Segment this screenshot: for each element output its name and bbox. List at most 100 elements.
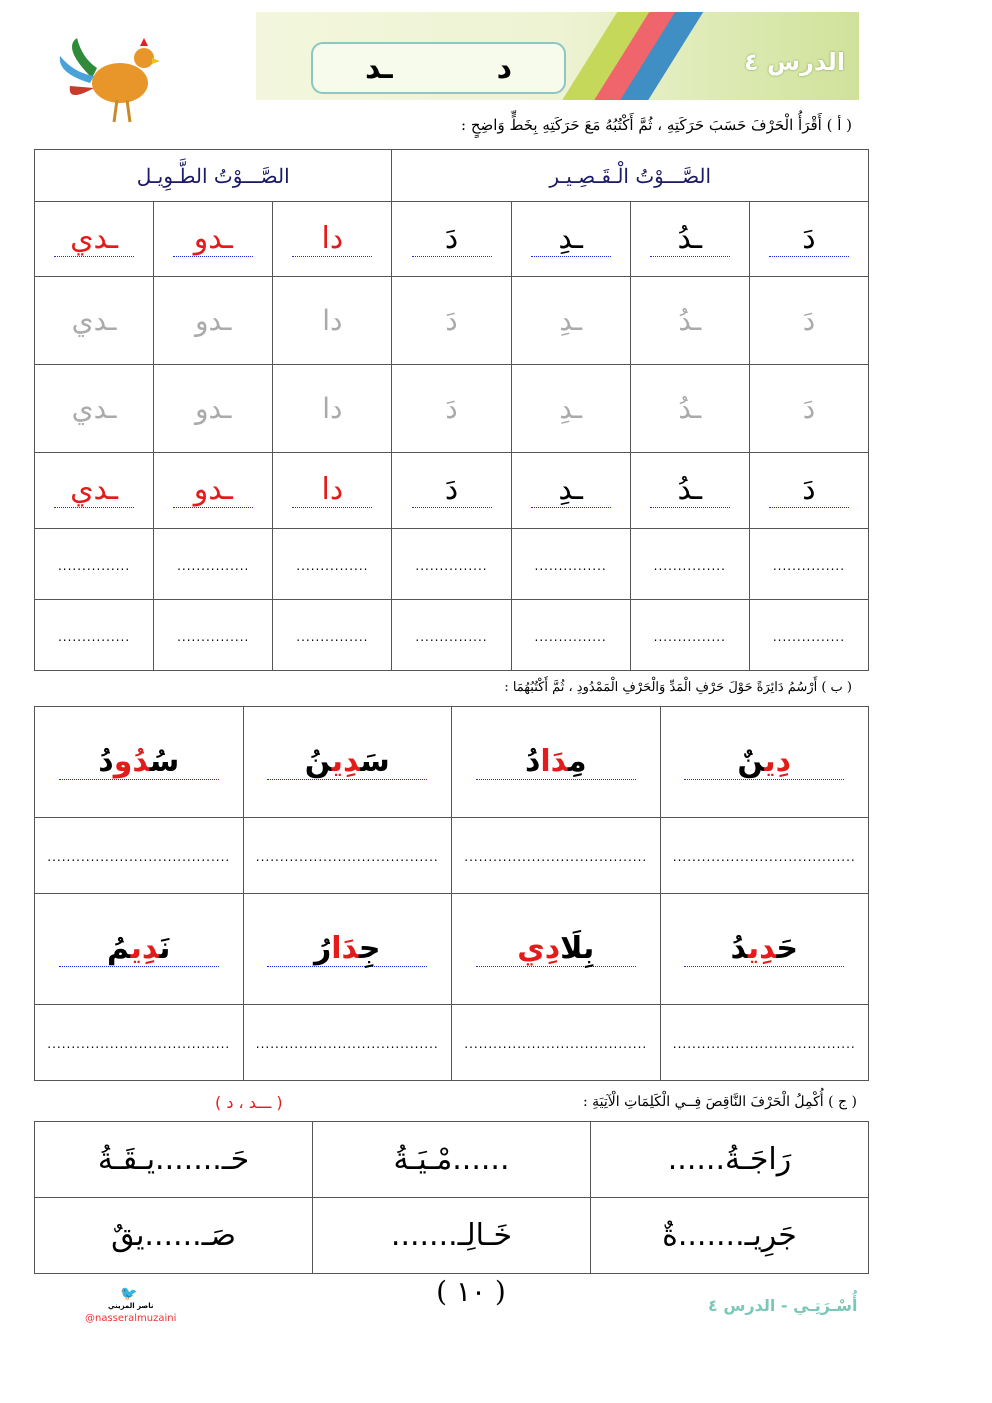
- letter: ـدُ: [649, 473, 730, 508]
- letter: ـدو: [173, 221, 254, 257]
- writing-cell[interactable]: ......................................: [659, 817, 869, 894]
- word-part: سُ: [149, 743, 180, 779]
- trace-letter: دَ: [445, 304, 458, 337]
- word-part: مُ: [107, 930, 131, 966]
- writing-line: ......................................: [47, 850, 231, 864]
- cell[interactable]: ...............: [629, 528, 750, 600]
- trace-letter: ـدو: [195, 392, 232, 425]
- word-cell: بِلَادِي: [451, 893, 661, 1005]
- cell[interactable]: دا: [272, 276, 393, 365]
- cell[interactable]: ـدُ: [629, 364, 750, 453]
- writing-line: ...............: [177, 558, 250, 573]
- cell[interactable]: ...............: [153, 528, 274, 600]
- word-part: دِي: [747, 930, 777, 966]
- word-cell: سَدِينُ: [242, 706, 452, 818]
- table-row: حَدِيدُ بِلَادِي جِدَارُ نَدِيمُ: [34, 893, 869, 1005]
- word-cell[interactable]: صَـ......يقٌ: [34, 1197, 313, 1274]
- cell[interactable]: ...............: [748, 528, 870, 600]
- letter: دَ: [411, 221, 492, 257]
- trace-letter: ـدي: [71, 392, 117, 425]
- writing-line: ...............: [772, 558, 846, 573]
- word: بِلَادِي: [475, 930, 636, 967]
- writing-line: ...............: [415, 629, 488, 644]
- author-name: ناصر المزيني: [108, 1302, 154, 1310]
- word-cell: نَدِيمُ: [34, 893, 244, 1005]
- cell[interactable]: ...............: [510, 599, 631, 671]
- trace-letter: ـدِ: [559, 392, 583, 425]
- word-part: جِ: [358, 930, 381, 966]
- cell[interactable]: ...............: [272, 528, 393, 600]
- cell[interactable]: ـدِ: [510, 276, 631, 365]
- cell: ـدُ: [629, 201, 750, 277]
- writing-line: ......................................: [255, 1037, 439, 1051]
- cell[interactable]: ...............: [391, 528, 512, 600]
- writing-line: ...............: [57, 629, 131, 644]
- writing-cell[interactable]: ......................................: [34, 1004, 244, 1081]
- cell[interactable]: ـدو: [153, 276, 274, 365]
- writing-line: ...............: [57, 558, 131, 573]
- word-cell[interactable]: ......مْـيَـةُ: [312, 1121, 591, 1198]
- hint-letters: ( ـــد ، د ): [215, 1093, 283, 1112]
- cell[interactable]: دا: [272, 364, 393, 453]
- cell[interactable]: ـدُ: [629, 276, 750, 365]
- word-cell[interactable]: خَـالِـ.......: [312, 1197, 591, 1274]
- letter: ـدِ: [530, 473, 611, 508]
- cell[interactable]: ...............: [33, 528, 155, 600]
- writing-cell[interactable]: ......................................: [659, 1004, 869, 1081]
- author-handle: @nasseralmuzaini: [85, 1313, 177, 1324]
- word-cell: جِدَارُ: [242, 893, 452, 1005]
- word-cell[interactable]: جَرِيـ.......ةٌ: [590, 1197, 869, 1274]
- writing-cell[interactable]: ......................................: [242, 817, 452, 894]
- word: نَدِيمُ: [58, 930, 219, 967]
- cell[interactable]: ـدو: [153, 364, 274, 453]
- letter: دا: [292, 473, 373, 508]
- trace-letter: دَ: [802, 392, 816, 425]
- writing-cell[interactable]: ......................................: [451, 817, 661, 894]
- word-cell[interactable]: رَاجَـةُ......: [590, 1121, 869, 1198]
- word: دِينٌ: [684, 744, 845, 780]
- cell[interactable]: ...............: [272, 599, 393, 671]
- cell[interactable]: ـدِ: [510, 364, 631, 453]
- cell[interactable]: دَ: [748, 364, 870, 453]
- writing-line: ...............: [177, 629, 250, 644]
- letter: ـد: [365, 50, 393, 86]
- section-b-instruction: ( ب ) أَرْسُمُ دَائِرَةً حَوْلَ حَرْفِ ا…: [504, 680, 852, 695]
- table-row: جَرِيـ.......ةٌ خَـالِـ....... صَـ......يق…: [34, 1197, 869, 1274]
- cell[interactable]: ...............: [748, 599, 870, 671]
- cell[interactable]: دَ: [748, 276, 870, 365]
- word-part: سَ: [360, 743, 390, 779]
- writing-line: ...............: [772, 629, 846, 644]
- cell: ـدي: [33, 201, 155, 277]
- writing-line: ...............: [415, 558, 488, 573]
- cell[interactable]: ...............: [391, 599, 512, 671]
- cell[interactable]: ...............: [629, 599, 750, 671]
- page-number: ( ١٠ ): [436, 1275, 506, 1308]
- cell[interactable]: ...............: [33, 599, 155, 671]
- cell[interactable]: دَ: [391, 364, 512, 453]
- word-cell[interactable]: حَـ.......يـقَـةُ: [34, 1121, 313, 1198]
- word-part: دُو: [113, 743, 150, 779]
- word-part: حَ: [776, 930, 799, 966]
- incomplete-word: خَـالِـ.......: [390, 1218, 513, 1253]
- word-part: بِلَا: [560, 930, 595, 966]
- word-cell: حَدِيدُ: [659, 893, 869, 1005]
- writing-cell[interactable]: ......................................: [451, 1004, 661, 1081]
- letter: دا: [292, 221, 373, 257]
- cell[interactable]: ـدي: [33, 276, 155, 365]
- cell[interactable]: ...............: [510, 528, 631, 600]
- table-row: دَ ـدُ ـدِ دَ دا ـدو ـدي: [33, 276, 870, 365]
- short-vowel-header: الصَّـــوْتُ الْـقَـصِـيـر: [391, 149, 869, 202]
- word-cell: سُدُودُ: [34, 706, 244, 818]
- table-row: ........................................…: [34, 817, 869, 894]
- cell[interactable]: ـدي: [33, 364, 155, 453]
- writing-cell[interactable]: ......................................: [242, 1004, 452, 1081]
- writing-line: ......................................: [255, 850, 439, 864]
- word: مِدَادُ: [475, 744, 636, 780]
- writing-cell[interactable]: ......................................: [34, 817, 244, 894]
- cell: دَ: [391, 452, 512, 529]
- word-cell: مِدَادُ: [451, 706, 661, 818]
- writing-line: ...............: [653, 629, 726, 644]
- word-part: دُ: [98, 743, 114, 779]
- cell[interactable]: دَ: [391, 276, 512, 365]
- cell[interactable]: ...............: [153, 599, 274, 671]
